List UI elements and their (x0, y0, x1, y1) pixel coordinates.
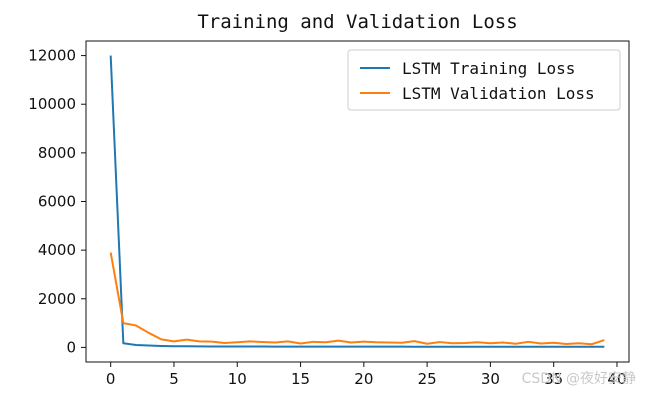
chart-title: Training and Validation Loss (197, 11, 517, 33)
y-axis: 0 2000 4000 6000 8000 10000 12000 (28, 47, 86, 356)
legend: LSTM Training Loss LSTM Validation Loss (347, 49, 621, 111)
y-tick-label: 4000 (38, 241, 76, 259)
y-tick-label: 12000 (28, 47, 76, 65)
series-line-validation-loss (109, 252, 605, 346)
legend-box (347, 49, 621, 111)
x-axis: 0 5 10 15 20 25 30 35 40 (106, 362, 627, 388)
x-tick-label: 35 (544, 370, 563, 388)
y-tick-label: 0 (66, 338, 76, 356)
x-tick-label: 15 (291, 370, 310, 388)
y-tick-label: 6000 (38, 193, 76, 211)
watermark-text: CSDN @夜好安静 (521, 371, 636, 387)
x-tick-label: 0 (106, 370, 116, 388)
y-tick-label: 10000 (28, 95, 76, 113)
x-tick-label: 30 (481, 370, 500, 388)
legend-label: LSTM Training Loss (402, 59, 575, 78)
x-tick-label: 25 (418, 370, 437, 388)
x-tick-label: 10 (228, 370, 247, 388)
x-tick-label: 40 (607, 370, 626, 388)
y-tick-label: 8000 (38, 144, 76, 162)
series-layer (109, 55, 605, 348)
series-line-training-loss (109, 55, 605, 348)
legend-label: LSTM Validation Loss (402, 84, 595, 103)
y-tick-label: 2000 (38, 290, 76, 308)
x-tick-label: 20 (354, 370, 373, 388)
x-tick-label: 5 (169, 370, 179, 388)
